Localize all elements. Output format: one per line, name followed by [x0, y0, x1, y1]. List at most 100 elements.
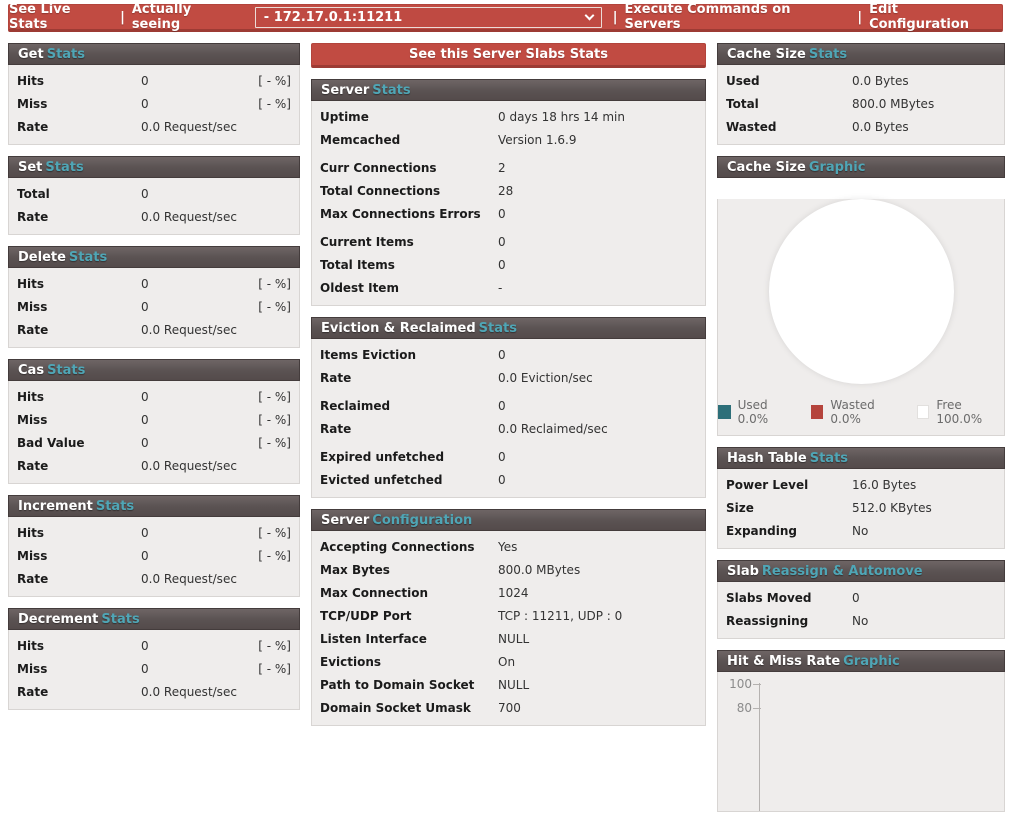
stat-row: Miss 0 [ - %] [17, 545, 291, 568]
stat-value: 0.0 Request/sec [141, 572, 237, 586]
panel-title: Delete [18, 250, 66, 265]
stat-value: 800.0 MBytes [852, 97, 935, 111]
stat-value: 0.0 Request/sec [141, 323, 237, 337]
stat-label: Rate [17, 210, 49, 224]
stat-label: Hits [17, 526, 45, 540]
stat-value: No [852, 614, 869, 628]
stat-group: Curr Connections 2 Total Connections 28 … [320, 157, 697, 226]
stat-value: 0 [141, 300, 149, 314]
stat-label: Power Level [726, 478, 809, 492]
stat-row: Hits 0 [ - %] [17, 70, 291, 93]
stat-label: Uptime [320, 110, 369, 124]
stat-row: Size 512.0 KBytes [726, 497, 996, 520]
stat-label: Listen Interface [320, 632, 427, 646]
stat-label: Reassigning [726, 614, 809, 628]
legend-label: Wasted 0.0% [830, 398, 875, 426]
panel-body: Total 0 Rate 0.0 Request/sec [8, 178, 300, 235]
legend-swatch-free [916, 405, 930, 419]
panel-title: Cache Size [727, 160, 806, 175]
stat-label: Max Connections Errors [320, 207, 481, 221]
panel-header: Cache Size Graphic [717, 156, 1005, 178]
stat-percent: [ - %] [258, 97, 291, 111]
stat-label: Domain Socket Umask [320, 701, 471, 715]
panel-subtitle: Stats [46, 47, 86, 62]
panel-cache-size-stats: Cache Size Stats Used 0.0 Bytes Total 800… [717, 43, 1005, 145]
panel-subtitle: Stats [478, 321, 517, 336]
y-tick: 80 [718, 701, 761, 715]
stat-value: 0.0 Request/sec [141, 120, 237, 134]
stat-value: 0 [498, 235, 506, 249]
stat-value: 0 [498, 258, 506, 272]
stat-label: Path to Domain Socket [320, 678, 475, 692]
stat-label: Slabs Moved [726, 591, 812, 605]
edit-configuration-link[interactable]: Edit Configuration [869, 2, 970, 32]
panel-subtitle: Reassign & Automove [761, 564, 923, 579]
legend-swatch-used [718, 405, 731, 419]
stat-label: Rate [17, 459, 49, 473]
panel-subtitle: Stats [47, 363, 86, 378]
stat-label: Expired unfetched [320, 450, 445, 464]
stat-row: Hits 0 [ - %] [17, 522, 291, 545]
panel-body: Power Level 16.0 Bytes Size 512.0 KBytes… [717, 469, 1005, 549]
stat-value: 0 [141, 549, 149, 563]
panel-subtitle: Stats [101, 612, 140, 627]
see-live-stats-link[interactable]: See Live Stats [9, 2, 71, 32]
panel-title: Hit & Miss Rate [727, 654, 841, 669]
stat-percent: [ - %] [258, 390, 291, 404]
stat-row: Rate 0.0 Request/sec [17, 455, 291, 478]
stat-value: 0 [498, 399, 506, 413]
panel-title: Increment [18, 499, 93, 514]
panel-title: Hash Table [727, 451, 807, 466]
panel-header: Cache Size Stats [717, 43, 1005, 65]
stat-label: Total Items [320, 258, 395, 272]
panel-cas-stats: Cas Stats Hits 0 [ - %] Miss 0 [ - %] Bad… [8, 359, 300, 484]
stat-value: NULL [498, 678, 530, 692]
stat-value: 2 [498, 161, 506, 175]
stat-group: Expired unfetched 0 Evicted unfetched 0 [320, 446, 697, 492]
stat-label: Evicted unfetched [320, 473, 443, 487]
see-slabs-stats-button[interactable]: See this Server Slabs Stats [311, 43, 706, 68]
stat-percent: [ - %] [258, 413, 291, 427]
panel-delete-stats: Delete Stats Hits 0 [ - %] Miss 0 [ - %] … [8, 246, 300, 348]
panel-body: Hits 0 [ - %] Miss 0 [ - %] Bad Value 0 … [8, 381, 300, 484]
stat-group: Current Items 0 Total Items 0 Oldest Ite… [320, 231, 697, 300]
panel-subtitle: Stats [95, 499, 135, 514]
stat-label: Rate [17, 120, 49, 134]
panel-get-stats: Get Stats Hits 0 [ - %] Miss 0 [ - %] Rat… [8, 43, 300, 145]
stat-group: Reclaimed 0 Rate 0.0 Reclaimed/sec [320, 395, 697, 441]
stat-value: 512.0 KBytes [852, 501, 932, 515]
panel-header: Set Stats [8, 156, 300, 178]
panel-header: Server Configuration [311, 509, 706, 531]
stat-value: 0.0 Request/sec [141, 459, 237, 473]
stat-row: Current Items 0 [320, 231, 697, 254]
main-layout: Get Stats Hits 0 [ - %] Miss 0 [ - %] Rat… [0, 43, 1011, 823]
stat-row: Rate 0.0 Request/sec [17, 116, 291, 139]
stat-percent: [ - %] [258, 436, 291, 450]
stat-value: NULL [498, 632, 530, 646]
pie-legend: Used 0.0% Wasted 0.0% Free 100.0% [718, 398, 1004, 426]
panel-body: Accepting Connections Yes Max Bytes 800.… [311, 531, 706, 726]
stat-value: 16.0 Bytes [852, 478, 917, 492]
stat-value: 0.0 Bytes [852, 120, 909, 134]
stat-row: TCP/UDP Port TCP : 11211, UDP : 0 [320, 605, 697, 628]
stat-value: 0.0 Reclaimed/sec [498, 422, 608, 436]
panel-slab-reassign: Slab Reassign & Automove Slabs Moved 0 Re… [717, 560, 1005, 639]
separator: | [612, 9, 618, 25]
execute-commands-link[interactable]: Execute Commands on Servers [624, 2, 791, 32]
stat-row: Miss 0 [ - %] [17, 93, 291, 116]
panel-title: Eviction & Reclaimed [321, 321, 476, 336]
stat-value: 0 [141, 277, 149, 291]
stat-value: Version 1.6.9 [498, 133, 577, 147]
y-tick: 100 [718, 677, 761, 691]
stat-value: - [498, 281, 503, 295]
stat-label: Total Connections [320, 184, 441, 198]
stat-row: Max Connection 1024 [320, 582, 697, 605]
stat-label: Items Eviction [320, 348, 417, 362]
panel-server-configuration: Server Configuration Accepting Connection… [311, 509, 706, 726]
stat-value: 0 [498, 348, 506, 362]
legend-item-free: Free 100.0% [916, 398, 1004, 426]
topbar: See Live Stats | Actually seeing - 172.1… [8, 2, 1003, 32]
right-column: Cache Size Stats Used 0.0 Bytes Total 800… [717, 43, 1005, 823]
server-select[interactable]: - 172.17.0.1:11211 [254, 6, 602, 28]
stat-value: 0 days 18 hrs 14 min [498, 110, 625, 124]
